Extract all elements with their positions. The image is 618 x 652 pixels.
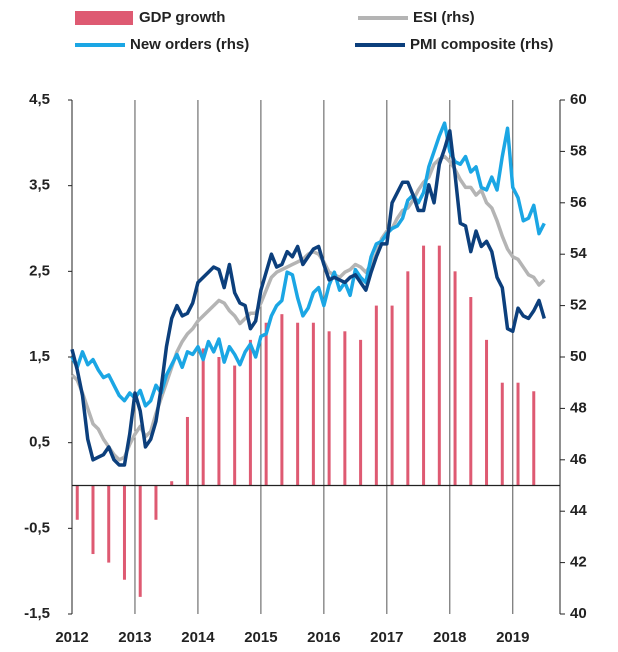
legend-swatch	[75, 11, 133, 25]
bar	[390, 305, 394, 486]
bar	[296, 322, 300, 486]
bar	[201, 348, 205, 486]
x-tick-label: 2016	[307, 629, 340, 646]
bar	[138, 485, 142, 597]
bar	[122, 485, 126, 580]
x-tick-label: 2017	[370, 629, 403, 646]
x-tick-label: 2015	[244, 629, 277, 646]
bar	[453, 271, 457, 486]
x-tick-label: 2018	[433, 629, 466, 646]
y2-tick-label: 40	[570, 605, 587, 622]
y2-tick-label: 54	[570, 245, 587, 262]
line	[70, 129, 546, 467]
bar	[311, 322, 315, 486]
bar	[75, 485, 79, 520]
y2-tick-label: 42	[570, 554, 587, 571]
bar	[532, 391, 536, 486]
bar	[469, 297, 473, 486]
y-tick-label: 1,5	[29, 348, 50, 365]
bar	[233, 365, 237, 486]
bar	[516, 382, 520, 486]
bar	[264, 322, 268, 486]
bar	[248, 339, 252, 486]
bar	[217, 357, 221, 486]
y2-tick-label: 48	[570, 399, 587, 416]
y2-tick-label: 44	[570, 502, 587, 519]
y-tick-label: 0,5	[29, 434, 50, 451]
bar	[91, 485, 95, 555]
y2-tick-label: 52	[570, 297, 587, 314]
bar	[327, 331, 331, 486]
x-tick-label: 2013	[118, 629, 151, 646]
bar	[154, 485, 158, 520]
y2-tick-label: 58	[570, 142, 587, 159]
bar	[359, 339, 363, 486]
x-tick-label: 2014	[181, 629, 215, 646]
bar	[343, 331, 347, 486]
bar	[185, 416, 189, 486]
y2-tick-label: 50	[570, 348, 587, 365]
bar	[485, 339, 489, 486]
x-tick-label: 2012	[55, 629, 88, 646]
bar	[280, 314, 284, 486]
line	[70, 121, 546, 408]
x-tick-label: 2019	[496, 629, 529, 646]
bar	[422, 245, 426, 486]
legend-label: PMI composite (rhs)	[410, 36, 553, 53]
y-tick-label: 2,5	[29, 262, 50, 279]
bar	[500, 382, 504, 486]
y2-tick-label: 60	[570, 91, 587, 108]
bar	[170, 481, 174, 486]
bar	[374, 305, 378, 486]
y2-tick-label: 46	[570, 451, 587, 468]
y-tick-label: 3,5	[29, 177, 50, 194]
legend-label: New orders (rhs)	[130, 36, 249, 53]
y2-tick-label: 56	[570, 194, 587, 211]
y-tick-label: -1,5	[24, 605, 50, 622]
legend-label: ESI (rhs)	[413, 9, 475, 26]
bar	[107, 485, 111, 563]
legend-label: GDP growth	[139, 9, 225, 26]
y-tick-label: 4,5	[29, 91, 50, 108]
bar	[437, 245, 441, 486]
y-tick-label: -0,5	[24, 519, 50, 536]
bar	[406, 271, 410, 486]
